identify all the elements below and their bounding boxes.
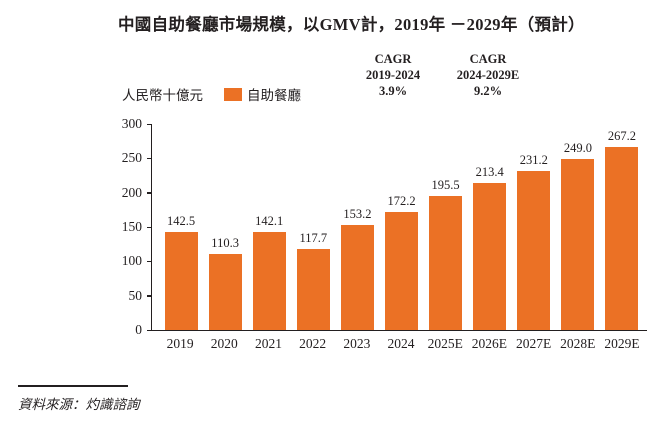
legend-series-label: 自助餐廳 (247, 88, 301, 103)
bars-container: 142.5 110.3 142.1 117.7 153.2 172.2 195.5 213.4… (152, 124, 647, 330)
y-tick-mark (147, 260, 152, 263)
cagr-value: 9.2% (473, 84, 503, 98)
bar (605, 146, 639, 330)
y-tick-mark (147, 226, 152, 228)
bar-value-label: 213.4 (475, 165, 504, 180)
bar (517, 171, 551, 330)
cagr-block-2024-2029e: CAGR 2024-2029E 9.2% (436, 51, 540, 99)
legend-swatch-icon (224, 87, 242, 101)
y-tick-label: 100 (121, 253, 142, 269)
x-axis-labels: 2019 2020 2021 2022 2023 2024 2025E 2026E 2027E 2… (151, 336, 647, 352)
source-note: 資料來源：灼識諮詢 (18, 397, 140, 412)
x-axis-label: 2028E (560, 336, 596, 351)
bar-value-label: 142.5 (166, 214, 196, 229)
cagr-block-2019-2024: CAGR 2019-2024 3.9% (347, 51, 439, 99)
bar-value-label: 249.0 (563, 141, 592, 156)
bar (208, 254, 242, 330)
x-axis-label: 2021 (254, 336, 282, 351)
x-axis-label: 2029E (604, 336, 640, 351)
chart-title: 中國自助餐廳市場規模，以GMV計，2019年 －2029年（預計） (118, 15, 585, 34)
y-tick-mark (147, 157, 152, 160)
source-divider (18, 385, 128, 387)
bar (473, 183, 507, 330)
bar (385, 211, 419, 330)
cagr-period: 2024-2029E (456, 68, 520, 82)
x-axis-label: 2027E (515, 336, 552, 351)
legend: 自助餐廳 (224, 84, 301, 104)
x-axis-label: 2026E (471, 336, 508, 351)
bar-value-label: 110.3 (211, 236, 239, 251)
bar (561, 159, 595, 330)
bar-slot: 172.2 (379, 124, 423, 330)
y-tick-label: 150 (121, 219, 142, 234)
bar-slot: 213.4 (468, 124, 512, 330)
y-tick-label: 300 (121, 116, 142, 131)
x-axis-label: 2019 (166, 336, 194, 351)
x-axis-label: 2024 (387, 336, 415, 351)
bar-slot: 231.2 (512, 124, 556, 330)
x-axis-label: 2022 (299, 336, 327, 351)
bar-slot: 142.1 (247, 124, 291, 330)
bar-value-label: 153.2 (343, 206, 372, 221)
x-axis-label: 2023 (343, 336, 371, 351)
bar-value-label: 172.2 (387, 193, 416, 208)
bar-value-label: 267.2 (607, 128, 637, 143)
cagr-label: CAGR (469, 52, 507, 66)
x-axis-label: 2020 (210, 336, 238, 351)
plot-area: 0 50 100 150 200 250 300 142.5 110.3 142.1 117.7 1… (122, 117, 647, 337)
bar-slot: 195.5 (424, 124, 468, 330)
bar-value-label: 142.1 (255, 214, 284, 229)
bar (340, 224, 374, 330)
bar-slot: 267.2 (600, 124, 644, 330)
cagr-period: 2019-2024 (365, 68, 421, 82)
bar (296, 249, 330, 330)
y-tick-label: 250 (121, 150, 142, 166)
bar-slot: 117.7 (291, 124, 335, 330)
bar-value-label: 117.7 (299, 231, 328, 246)
bar-slot: 142.5 (159, 124, 203, 330)
bar (252, 232, 286, 330)
y-tick-mark (147, 123, 152, 125)
y-tick-label: 0 (135, 322, 142, 337)
y-axis-unit-label: 人民幣十億元 (122, 88, 203, 103)
y-tick-mark (147, 329, 152, 331)
cagr-value: 3.9% (378, 84, 408, 98)
bar-slot: 110.3 (203, 124, 247, 330)
bar-slot: 153.2 (335, 124, 379, 330)
bar (164, 232, 198, 330)
bar-value-label: 231.2 (519, 153, 548, 168)
bar-slot: 249.0 (556, 124, 600, 330)
cagr-label: CAGR (374, 52, 412, 66)
y-tick-mark (147, 192, 152, 194)
y-tick-label: 200 (121, 184, 142, 200)
x-axis-label: 2025E (427, 336, 463, 351)
y-tick-mark (147, 295, 152, 297)
y-tick-label: 50 (128, 287, 143, 303)
bar (429, 195, 463, 330)
bar-value-label: 195.5 (431, 177, 460, 192)
